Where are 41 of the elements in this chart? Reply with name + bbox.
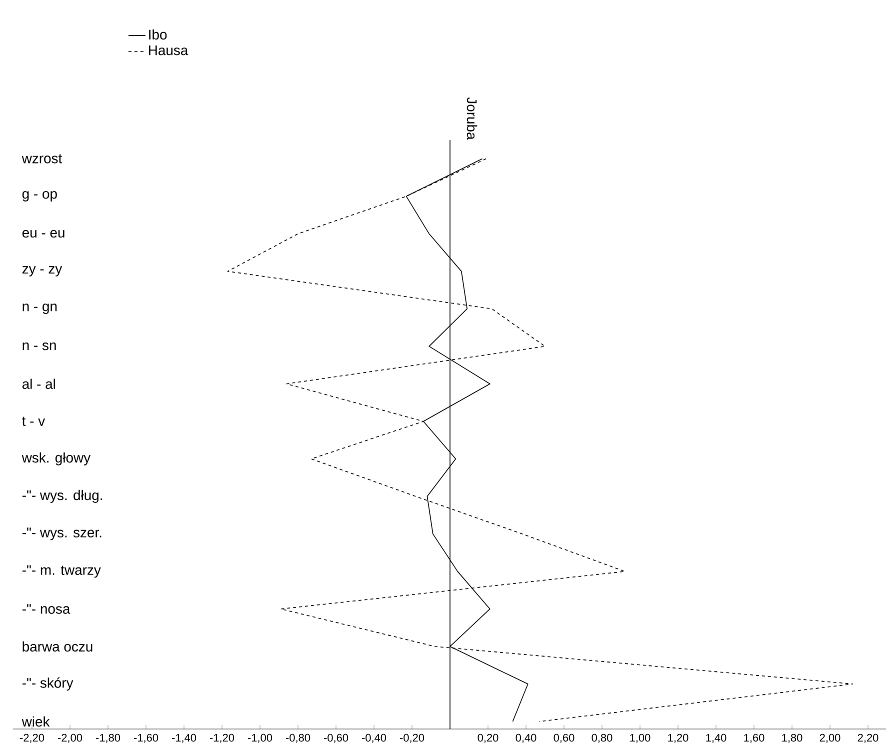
x-tick-label: 1,80 <box>782 734 802 743</box>
y-tick-label: t - v <box>22 416 46 426</box>
x-tick-label: -0,60 <box>324 734 348 743</box>
x-tick-label: -2,00 <box>58 734 82 743</box>
y-tick-label: -"- m. twarzy <box>22 565 101 578</box>
x-tick-label: -0,20 <box>400 734 424 743</box>
y-tick-label: -"- nosa <box>22 604 70 614</box>
y-tick-label: -"- skóry <box>22 677 74 691</box>
y-tick-label: g - op <box>22 191 57 202</box>
y-tick-label: n - sn <box>22 342 56 350</box>
x-tick-label: -1,00 <box>248 734 272 743</box>
y-tick-label: -"- wys. szer. <box>22 528 102 540</box>
y-tick-label: wzrost <box>22 154 62 164</box>
x-tick-label: 1,00 <box>630 734 650 743</box>
y-tick-label: barwa oczu <box>22 641 92 652</box>
x-tick-label: 0,20 <box>478 734 498 743</box>
x-tick-label: 1,40 <box>706 734 726 743</box>
y-tick-label: wsk. głowy <box>22 452 91 466</box>
x-tick-label: -0,80 <box>286 734 310 743</box>
ref-line-label: Joruba <box>466 97 478 140</box>
x-tick-label: -1,20 <box>210 734 234 743</box>
y-tick-label: zy - zy <box>22 266 62 276</box>
y-tick-label: n - gn <box>22 304 57 314</box>
legend-label: Ibo <box>149 29 167 40</box>
x-tick-label: 0,80 <box>592 734 612 743</box>
y-tick-label: al - al <box>22 378 56 389</box>
x-tick-label: -2,20 <box>20 734 44 743</box>
x-tick-label: -1,40 <box>172 734 196 743</box>
x-tick-label: 0,60 <box>554 734 574 743</box>
x-tick-label: 1,60 <box>744 734 764 743</box>
x-tick-label: -1,60 <box>134 734 158 743</box>
y-tick-label: eu - eu <box>22 230 64 238</box>
x-tick-label: 2,00 <box>820 734 840 743</box>
y-tick-label: wiek <box>22 716 50 727</box>
x-tick-label: -1,80 <box>96 734 120 743</box>
x-tick-label: 1,20 <box>668 734 688 743</box>
x-tick-label: 2,20 <box>858 734 878 743</box>
y-tick-label: -"- wys. dług. <box>22 490 102 503</box>
x-tick-label: 0,40 <box>516 734 536 743</box>
legend-label: Hausa <box>149 46 188 56</box>
x-tick-label: -0,40 <box>362 734 386 743</box>
